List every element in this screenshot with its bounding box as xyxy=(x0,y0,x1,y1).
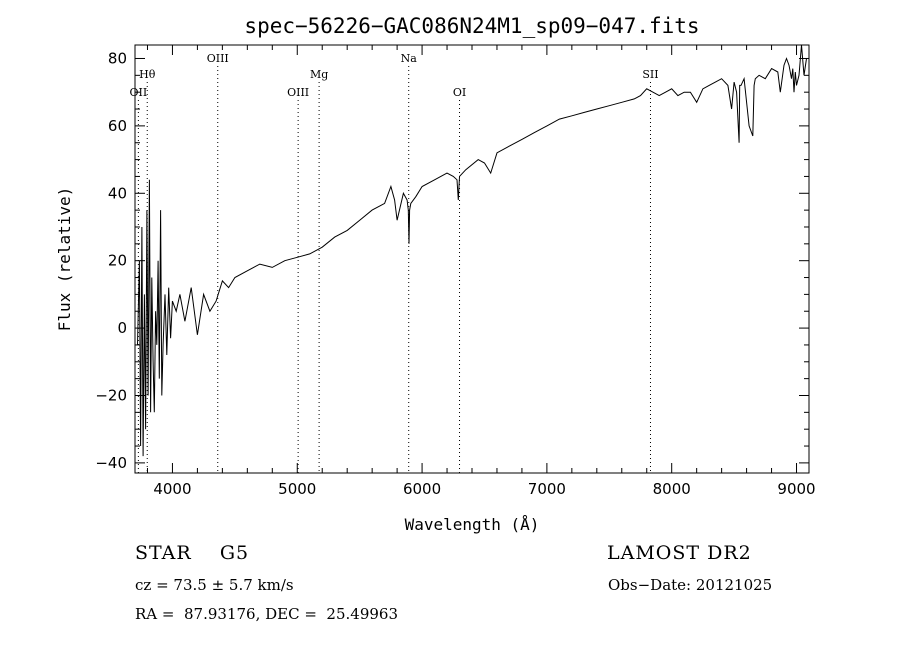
spectral-line-label: OI xyxy=(453,86,466,99)
x-tick-label: 7000 xyxy=(528,480,566,498)
x-tick-label: 8000 xyxy=(653,480,691,498)
x-tick-label: 5000 xyxy=(278,480,316,498)
y-tick-label: 0 xyxy=(117,319,127,337)
y-axis-title: Flux (relative) xyxy=(55,187,74,332)
y-axis: −40 −20 0 20 40 60 80 xyxy=(95,49,809,472)
survey-label: LAMOST DR2 xyxy=(607,542,752,564)
y-tick-label: 60 xyxy=(108,117,127,135)
y-tick-label: −40 xyxy=(95,454,127,472)
x-tick-label: 6000 xyxy=(403,480,441,498)
y-tick-label: −20 xyxy=(95,386,127,404)
y-tick-label: 20 xyxy=(108,252,127,270)
spectral-line-label: Mg xyxy=(310,68,328,81)
x-tick-label: 4000 xyxy=(153,480,191,498)
coordinates-label: RA = 87.93176, DEC = 25.49963 xyxy=(135,605,399,623)
y-tick-label: 40 xyxy=(108,184,127,202)
x-axis: 4000 5000 6000 7000 8000 9000 xyxy=(146,45,816,498)
spectral-line-label: Hθ xyxy=(139,68,156,81)
x-axis-title: Wavelength (Å) xyxy=(405,515,540,534)
spectral-line-label: OIII xyxy=(207,52,229,65)
spectral-line-label: OIII xyxy=(287,86,309,99)
spectral-line-label: SII xyxy=(642,68,658,81)
spectral-line-label: Na xyxy=(401,52,418,65)
plot-frame xyxy=(134,44,810,474)
object-class-label: STAR G5 xyxy=(135,542,250,564)
y-tick-label: 80 xyxy=(108,49,127,67)
spectrum-series-line xyxy=(137,44,807,457)
observation-date-label: Obs−Date: 20121025 xyxy=(608,576,773,594)
chart-title: spec−56226−GAC086N24M1_sp09−047.fits xyxy=(244,14,699,38)
redshift-velocity-label: cz = 73.5 ± 5.7 km/s xyxy=(135,576,294,594)
x-tick-label: 9000 xyxy=(777,480,815,498)
